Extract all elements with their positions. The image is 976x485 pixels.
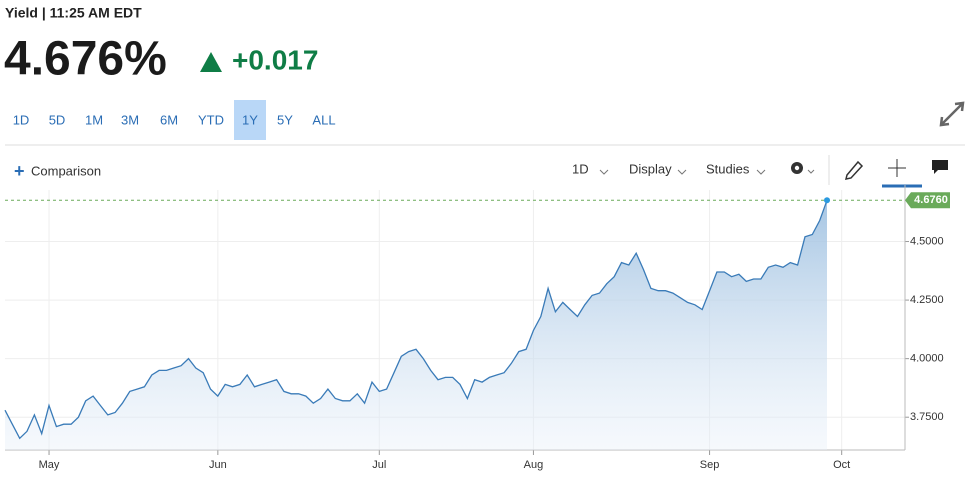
range-button[interactable]: 5Y — [277, 112, 293, 127]
price: 4.676% — [4, 33, 167, 86]
x-tick-label: Jul — [372, 459, 386, 471]
draw-icon[interactable] — [844, 160, 864, 180]
range-selected — [234, 100, 266, 140]
x-tick-label: May — [39, 459, 60, 471]
quote-title: Yield | 11:25 AM EDT — [5, 5, 142, 21]
x-tick-label: Oct — [833, 459, 850, 471]
crosshair-icon[interactable] — [888, 159, 906, 177]
range-button[interactable]: 1M — [85, 112, 103, 127]
last-value-badge — [905, 192, 950, 209]
range-button[interactable]: 3M — [121, 112, 139, 127]
interval-button[interactable]: 1D — [572, 161, 589, 176]
y-tick-label: 3.7500 — [910, 411, 944, 423]
change: +0.017 — [232, 44, 318, 75]
y-tick-label: 4.0000 — [910, 353, 944, 365]
range-button[interactable]: 5D — [49, 112, 66, 127]
x-tick-label: Sep — [700, 459, 720, 471]
range-button[interactable]: YTD — [198, 112, 224, 127]
chevron — [756, 169, 766, 175]
last-value-label: 4.6760 — [914, 194, 948, 206]
y-tick-label: 4.5000 — [910, 235, 944, 247]
x-tick-label: Aug — [524, 459, 544, 471]
plus-icon: + — [14, 161, 25, 181]
range-button[interactable]: 1Y — [242, 112, 258, 127]
range-button[interactable]: ALL — [312, 112, 335, 127]
display-button[interactable]: Display — [629, 161, 672, 176]
comment-icon[interactable] — [932, 160, 948, 174]
studies-button[interactable]: Studies — [706, 161, 750, 176]
expand-icon[interactable] — [939, 101, 965, 127]
y-tick-label: 4.2500 — [910, 294, 944, 306]
range-button[interactable]: 6M — [160, 112, 178, 127]
up-arrow — [200, 52, 222, 72]
plot: 3.7500 4.0000 4.2500 4.5000 May Jun Jul Aug Sep O… — [4, 185, 950, 471]
range-bar: 1D 5D 1M 3M 6M YTD 1Y 5Y ALL — [13, 100, 336, 140]
line — [4, 200, 828, 440]
area — [5, 200, 827, 450]
comparison-button[interactable]: Comparison — [31, 163, 101, 178]
range-button[interactable]: 1D — [13, 112, 30, 127]
last-point — [824, 197, 830, 204]
chevron — [599, 169, 609, 175]
chevron — [677, 169, 687, 175]
x-tick-label: Jun — [209, 459, 227, 471]
settings-icon[interactable] — [791, 162, 815, 174]
